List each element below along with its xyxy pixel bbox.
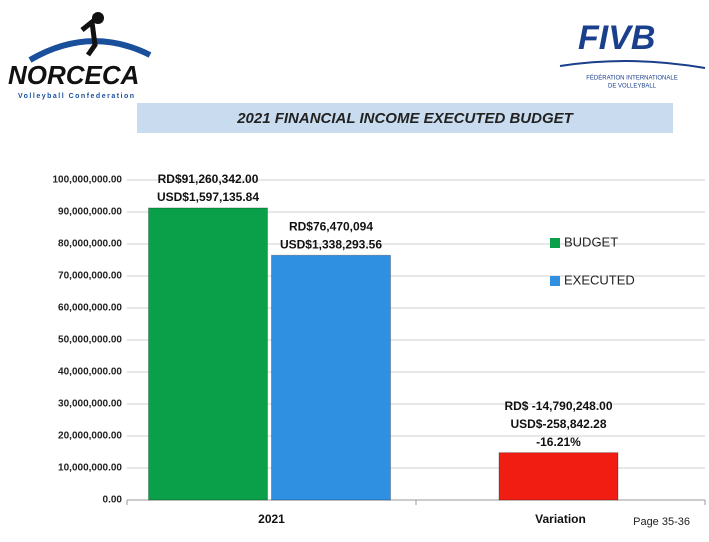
logo-player — [80, 17, 98, 57]
logo-line — [559, 59, 706, 69]
data-label: RD$91,260,342.00 — [158, 172, 259, 186]
logo-sub: DE VOLLEYBALL — [608, 84, 657, 90]
y-tick-label: 40,000,000.00 — [58, 367, 122, 378]
data-label: -16.21% — [536, 435, 581, 449]
chart-title: 2021 FINANCIAL INCOME EXECUTED BUDGET — [236, 110, 574, 127]
y-tick-label: 100,000,000.00 — [52, 175, 122, 186]
bar — [498, 452, 619, 501]
y-tick-label: 30,000,000.00 — [58, 399, 122, 410]
legend-label: EXECUTED — [564, 272, 635, 287]
legend-swatch — [550, 238, 560, 248]
logo-sub: Volleyball Confederation — [18, 93, 136, 100]
y-tick-label: 50,000,000.00 — [58, 335, 122, 346]
y-tick-label: 20,000,000.00 — [58, 431, 122, 442]
logo-sub: FÉDÉRATION INTERNATIONALE — [586, 75, 677, 82]
bar — [271, 254, 391, 501]
y-tick-label: 60,000,000.00 — [58, 303, 122, 314]
x-tick-label: 2021 — [258, 512, 285, 526]
y-tick-label: 80,000,000.00 — [58, 239, 122, 250]
data-label: USD$1,597,135.84 — [157, 190, 259, 204]
legend-label: BUDGET — [564, 234, 618, 249]
data-label: RD$ -14,790,248.00 — [504, 399, 612, 413]
data-label: USD$-258,842.28 — [510, 417, 606, 431]
y-tick-label: 70,000,000.00 — [58, 271, 122, 282]
logo-name: NORCECA — [8, 60, 139, 90]
data-label: USD$1,338,293.56 — [280, 237, 382, 251]
y-tick-label: 90,000,000.00 — [58, 207, 122, 218]
y-tick-label: 10,000,000.00 — [58, 463, 122, 474]
bar — [148, 207, 268, 501]
logo-name: FIVB — [578, 19, 655, 57]
norceca-logo: NORCECA Volleyball Confederation — [8, 12, 152, 100]
logo-swoosh — [28, 38, 152, 63]
fivb-logo: FIVB FÉDÉRATION INTERNATIONALE DE VOLLEY… — [559, 19, 706, 90]
logo-ball — [92, 12, 104, 24]
page-number: Page 35-36 — [633, 516, 690, 528]
x-tick-label: Variation — [535, 512, 586, 526]
data-label: RD$76,470,094 — [289, 219, 373, 233]
legend-swatch — [550, 276, 560, 286]
title-box — [137, 103, 673, 133]
y-tick-label: 0.00 — [103, 495, 123, 506]
